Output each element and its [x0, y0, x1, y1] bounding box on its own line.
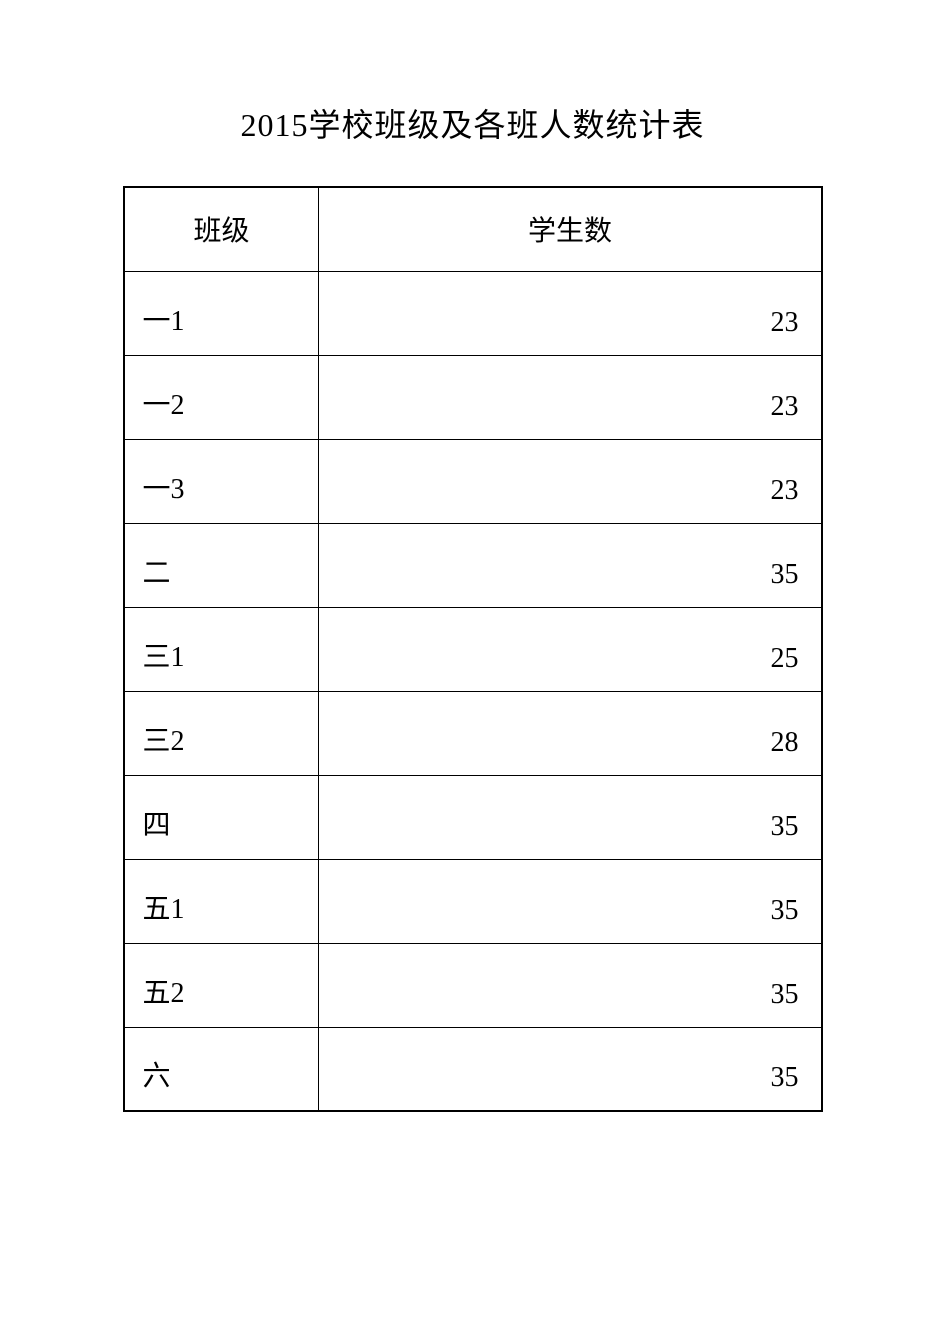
table-row: 一2 23	[124, 355, 822, 439]
cell-class: 五1	[124, 859, 319, 943]
table-row: 四 35	[124, 775, 822, 859]
header-class: 班级	[124, 187, 319, 271]
table-row: 一1 23	[124, 271, 822, 355]
cell-count: 28	[319, 691, 822, 775]
cell-count: 23	[319, 355, 822, 439]
cell-class: 三1	[124, 607, 319, 691]
cell-class: 六	[124, 1027, 319, 1111]
table-row: 三2 28	[124, 691, 822, 775]
cell-class: 五2	[124, 943, 319, 1027]
table-row: 五1 35	[124, 859, 822, 943]
document-container: 2015学校班级及各班人数统计表 班级 学生数 一1 23 一2 23 一3 2…	[123, 100, 823, 1112]
cell-class: 二	[124, 523, 319, 607]
table-header-row: 班级 学生数	[124, 187, 822, 271]
table-row: 三1 25	[124, 607, 822, 691]
cell-count: 23	[319, 439, 822, 523]
table-row: 一3 23	[124, 439, 822, 523]
page-title: 2015学校班级及各班人数统计表	[123, 100, 823, 146]
table-row: 二 35	[124, 523, 822, 607]
cell-class: 一1	[124, 271, 319, 355]
table-row: 五2 35	[124, 943, 822, 1027]
cell-count: 35	[319, 523, 822, 607]
cell-class: 四	[124, 775, 319, 859]
cell-class: 三2	[124, 691, 319, 775]
class-count-table: 班级 学生数 一1 23 一2 23 一3 23 二 35 三1	[123, 186, 823, 1112]
cell-count: 23	[319, 271, 822, 355]
table-row: 六 35	[124, 1027, 822, 1111]
cell-count: 35	[319, 943, 822, 1027]
header-count: 学生数	[319, 187, 822, 271]
cell-count: 25	[319, 607, 822, 691]
cell-class: 一3	[124, 439, 319, 523]
cell-count: 35	[319, 775, 822, 859]
cell-class: 一2	[124, 355, 319, 439]
cell-count: 35	[319, 859, 822, 943]
cell-count: 35	[319, 1027, 822, 1111]
